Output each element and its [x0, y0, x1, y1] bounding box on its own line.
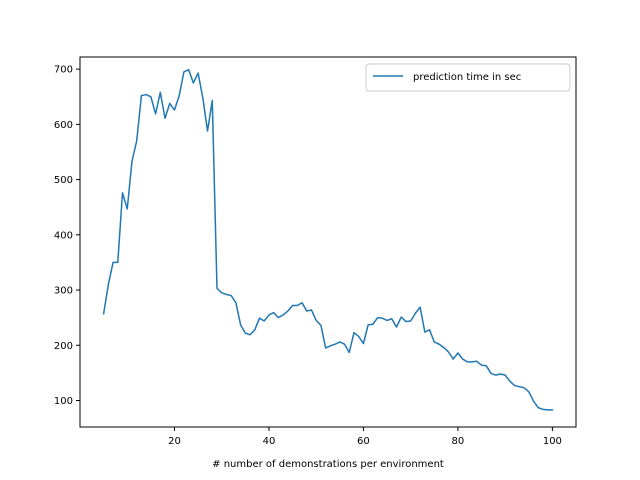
x-axis-label: # number of demonstrations per environme…	[212, 459, 444, 470]
y-tick-label: 500	[54, 175, 73, 186]
y-tick-label: 700	[54, 65, 73, 76]
plot-area	[102, 68, 554, 411]
y-tick-label: 300	[54, 286, 73, 297]
x-tick-label: 80	[452, 436, 465, 447]
x-tick-label: 20	[168, 436, 181, 447]
x-tick-label: 40	[263, 436, 276, 447]
y-tick-label: 200	[54, 341, 73, 352]
axis-ticks: 20 40 60 80 100 100 200 300 400 500 600 700	[54, 65, 562, 447]
x-tick-label: 60	[357, 436, 370, 447]
x-tick-label: 100	[543, 436, 562, 447]
axes-frame	[79, 56, 577, 428]
legend-label: prediction time in sec	[413, 72, 521, 83]
y-tick-label: 600	[54, 120, 73, 131]
series-line	[102, 68, 554, 411]
legend: prediction time in sec	[365, 63, 571, 92]
y-tick-label: 100	[54, 396, 73, 407]
y-tick-label: 400	[54, 230, 73, 241]
legend-frame	[365, 63, 571, 92]
